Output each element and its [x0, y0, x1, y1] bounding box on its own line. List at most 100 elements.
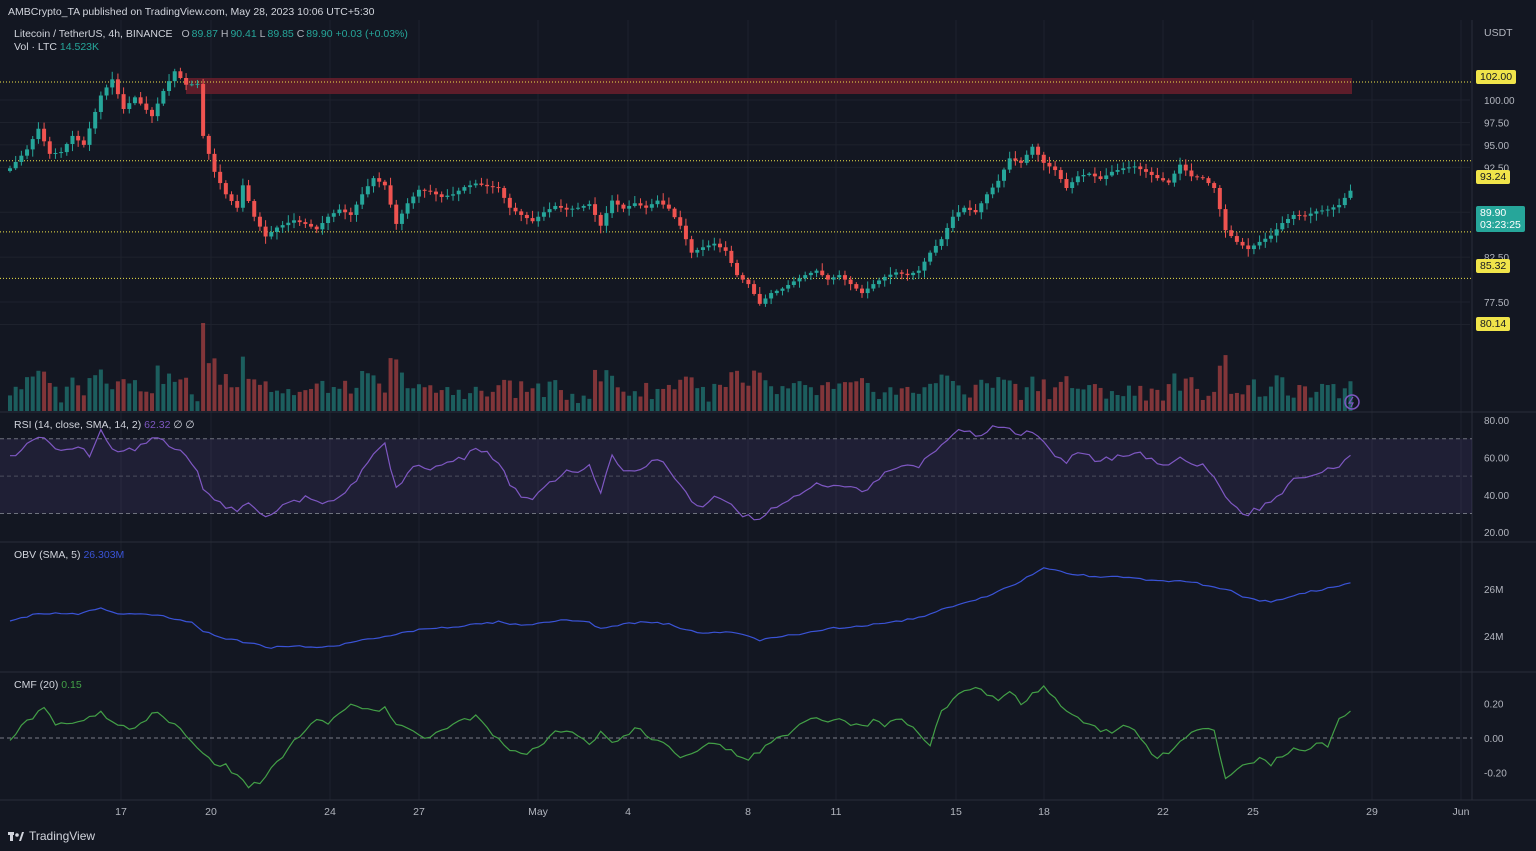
candle-body [8, 168, 12, 171]
volume-bar [581, 395, 586, 411]
candle-body [1087, 173, 1092, 175]
countdown-value: 03:23:25 [1480, 219, 1521, 231]
volume-bar [956, 385, 961, 411]
candle-body [1007, 158, 1012, 170]
volume-bar [195, 401, 200, 411]
volume-bar [388, 358, 393, 411]
rsi-legend[interactable]: RSI (14, close, SMA, 14, 2) 62.32 ∅ ∅ [14, 419, 195, 431]
low-label: L [259, 28, 266, 40]
supply-zone [186, 78, 1352, 94]
tradingview-brand[interactable]: TradingView [8, 829, 95, 843]
candle-body [382, 181, 387, 186]
volume-bar [507, 380, 512, 411]
volume-bar [1058, 381, 1063, 411]
rsi-extra: ∅ ∅ [173, 419, 195, 431]
obv-legend[interactable]: OBV (SMA, 5) 26.303M [14, 549, 124, 561]
replay-icon[interactable] [1344, 394, 1360, 410]
candle-body [837, 275, 842, 278]
volume-bar [25, 377, 30, 411]
candle-body [314, 226, 319, 230]
price-axis-label: 92.50 [1484, 163, 1509, 174]
time-axis-label: 8 [745, 806, 751, 818]
candle-body [950, 216, 955, 228]
candle-body [371, 178, 376, 187]
volume-bar [172, 381, 177, 411]
candle-body [184, 77, 189, 85]
candle-body [723, 247, 728, 251]
volume-bar [916, 393, 921, 411]
volume-bar [678, 379, 683, 411]
volume-bar [115, 381, 120, 411]
volume-bar [950, 380, 955, 411]
cmf-axis-label: 0.00 [1484, 734, 1504, 745]
volume-legend[interactable]: Vol · LTC 14.523K [14, 41, 99, 53]
candle-body [928, 252, 933, 262]
time-axis-label: 27 [413, 806, 425, 818]
candle-body [990, 187, 995, 195]
candle-body [1337, 205, 1342, 208]
candle-body [490, 186, 495, 188]
candle-body [1348, 190, 1353, 198]
candle-body [1206, 178, 1211, 184]
candle-body [683, 225, 688, 240]
volume-bar [933, 383, 938, 411]
candle-body [1212, 183, 1217, 189]
volume-bar [1166, 384, 1171, 411]
candle-body [831, 277, 836, 280]
volume-bar [911, 392, 916, 411]
cmf-legend[interactable]: CMF (20) 0.15 [14, 679, 82, 691]
volume-bar [524, 391, 529, 411]
obv-value: 26.303M [83, 549, 125, 561]
candle-body [689, 239, 694, 253]
volume-bar [1144, 400, 1148, 411]
candle-body [456, 190, 461, 195]
candle-body [479, 183, 484, 185]
candle-body [763, 298, 768, 304]
obv-axis-label: 24M [1484, 632, 1503, 643]
candle-body [984, 194, 989, 204]
volume-label: Vol · LTC [14, 41, 57, 53]
candle-body [257, 216, 262, 227]
candle-body [496, 187, 501, 189]
cmf-axis-label: 0.20 [1484, 700, 1504, 711]
candle-body [700, 247, 705, 250]
candle-body [1155, 174, 1160, 179]
volume-bar [121, 379, 126, 411]
candle-body [933, 245, 938, 253]
candle-body [473, 183, 478, 186]
time-axis[interactable]: 17 20 24 27 May 4 8 11 15 18 22 25 29 Jun [115, 806, 1469, 818]
candle-body [615, 200, 620, 205]
rsi-title: RSI (14, close, SMA, 14, 2) [14, 419, 142, 431]
volume-bar [150, 393, 154, 411]
candle-body [564, 207, 569, 210]
volume-value: 14.523K [59, 41, 100, 53]
candle-body [411, 196, 416, 204]
candle-body [962, 207, 967, 213]
candle-body [1013, 158, 1018, 161]
volume-bar [718, 384, 722, 411]
candle-body [19, 155, 24, 162]
volume-bar [712, 383, 717, 411]
candle-body [348, 212, 353, 215]
candle-body [558, 205, 563, 208]
volume-bar [331, 387, 336, 411]
candle-body [911, 272, 916, 276]
volume-bar [47, 382, 52, 411]
volume-bar [769, 386, 774, 411]
volume-bar [496, 385, 501, 411]
candle-body [1195, 176, 1200, 178]
candle-body [1030, 146, 1035, 155]
candlesticks [8, 67, 1353, 307]
volume-bar [411, 388, 416, 411]
symbol-legend[interactable]: Litecoin / TetherUS, 4h, BINANCE O 89.87 … [14, 28, 408, 40]
tradingview-logo-icon [8, 832, 24, 841]
candle-body [178, 71, 183, 78]
time-axis-label: 20 [205, 806, 217, 818]
volume-bar [649, 399, 654, 411]
candle-body [593, 204, 598, 215]
candle-body [519, 211, 524, 215]
volume-bar [1098, 387, 1103, 411]
volume-bar [655, 388, 660, 411]
volume-bar [1291, 397, 1296, 411]
